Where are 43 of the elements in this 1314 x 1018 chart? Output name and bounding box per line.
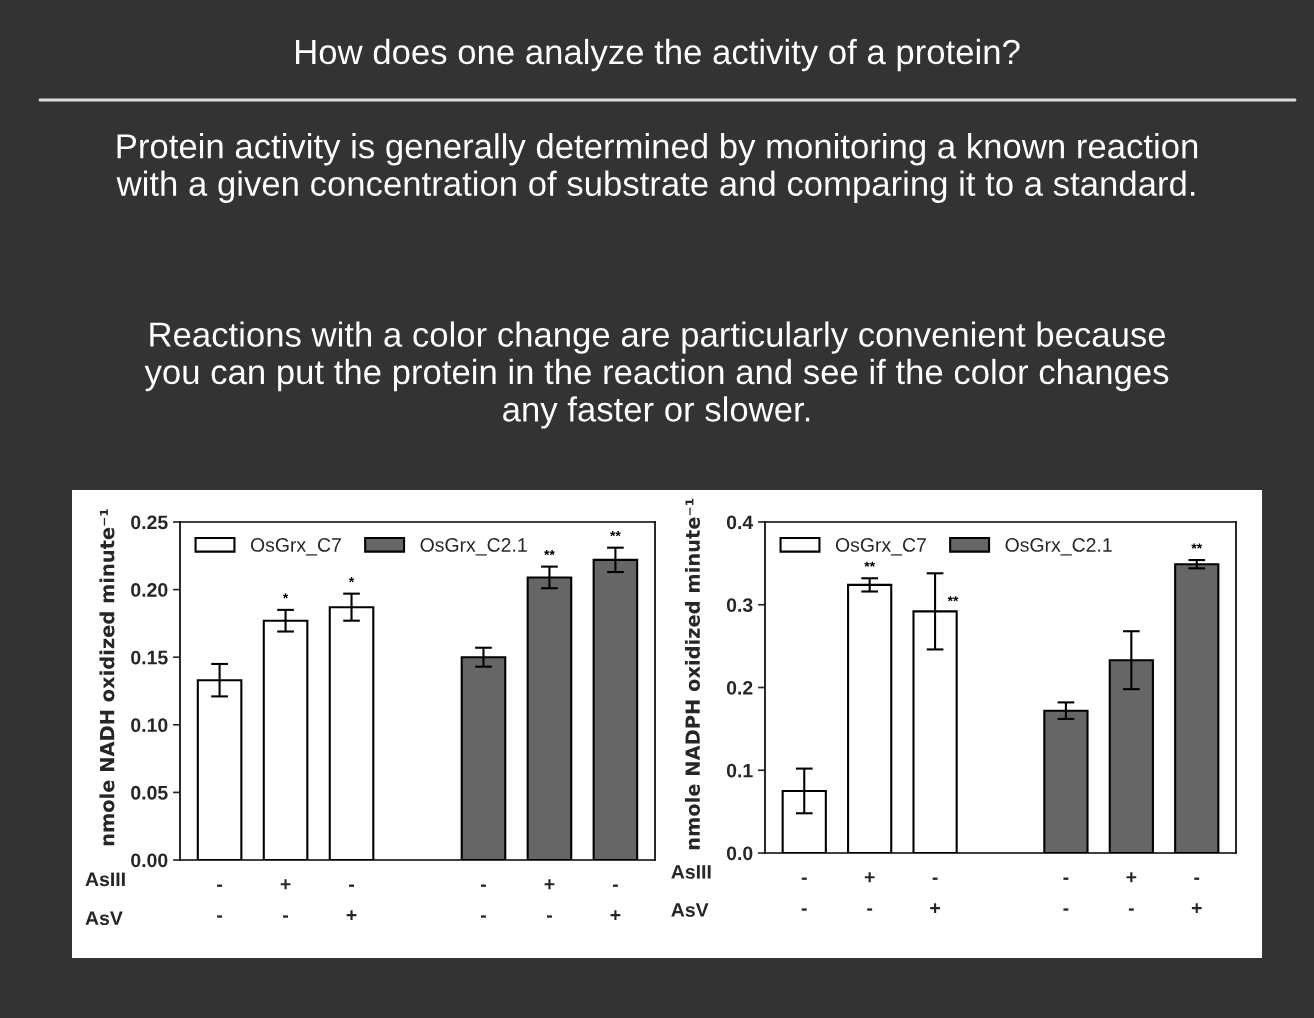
data-label: ** (544, 550, 555, 556)
data-label: ** (864, 561, 876, 567)
category-label: + - (864, 872, 875, 911)
chart-subtitle: Protein activity is generally determined by monitoring a known reaction with a given concentration of substrate and comparing it to a standard. (116, 133, 1198, 203)
y-axis-title: nmole NADPH oxidized minute⁻¹ (684, 498, 700, 850)
y-tick-label: 0.00 (131, 853, 168, 868)
y-tick-label: 0.20 (131, 583, 168, 597)
x-tick-label: - + (930, 877, 940, 914)
legend-label: OsGrx_C7 (835, 538, 926, 556)
y-tick-label: 0.1 (726, 763, 753, 778)
x-tick-label: - + (1191, 877, 1202, 914)
legend-label: OsGrx_C2.1 (420, 538, 527, 556)
y-tick-label: 0.15 (131, 650, 168, 665)
text: AsV (85, 911, 123, 926)
text: AsIII (85, 872, 125, 887)
y-tick-label: 0.2 (726, 680, 753, 695)
category-label: - - (480, 884, 486, 918)
category-label: - - (1063, 877, 1069, 911)
y-tick-label: 0.4 (726, 515, 754, 530)
data-label: * (282, 593, 289, 599)
x-tick-label: - + (346, 884, 357, 921)
y-axis-title: nmole NADH oxidized minute⁻¹ (99, 509, 115, 846)
y-tick-label: 0.25 (131, 515, 168, 530)
x-tick-label: - + (610, 884, 621, 921)
legend-label: OsGrx_C2.1 (1005, 538, 1112, 556)
data-label: * (348, 577, 355, 583)
y-tick-label: 0.05 (131, 785, 168, 800)
y-tick-label: 0.3 (726, 598, 753, 613)
y-tick-label: 0.0 (726, 846, 753, 861)
chart-title: How does one analyze the activity of a protein? (296, 38, 1020, 72)
data-label: ** (610, 531, 621, 537)
text: Reactions with a color change are particularly convenient because you can put the protein in the reaction and see if the color changes any faster or slower. (144, 321, 1169, 429)
data-label: ** (947, 596, 959, 602)
text: AsV (671, 903, 709, 917)
category-label: + - (544, 879, 555, 918)
y-tick-label: 0.10 (131, 718, 168, 733)
category-label: + - (280, 879, 291, 918)
text: AsIII (671, 865, 711, 879)
legend-label: OsGrx_C7 (250, 538, 341, 556)
category-label: + - (1126, 872, 1137, 911)
category-label: - - (217, 884, 223, 918)
category-label: - - (801, 877, 807, 911)
data-label: ** (1191, 543, 1203, 549)
